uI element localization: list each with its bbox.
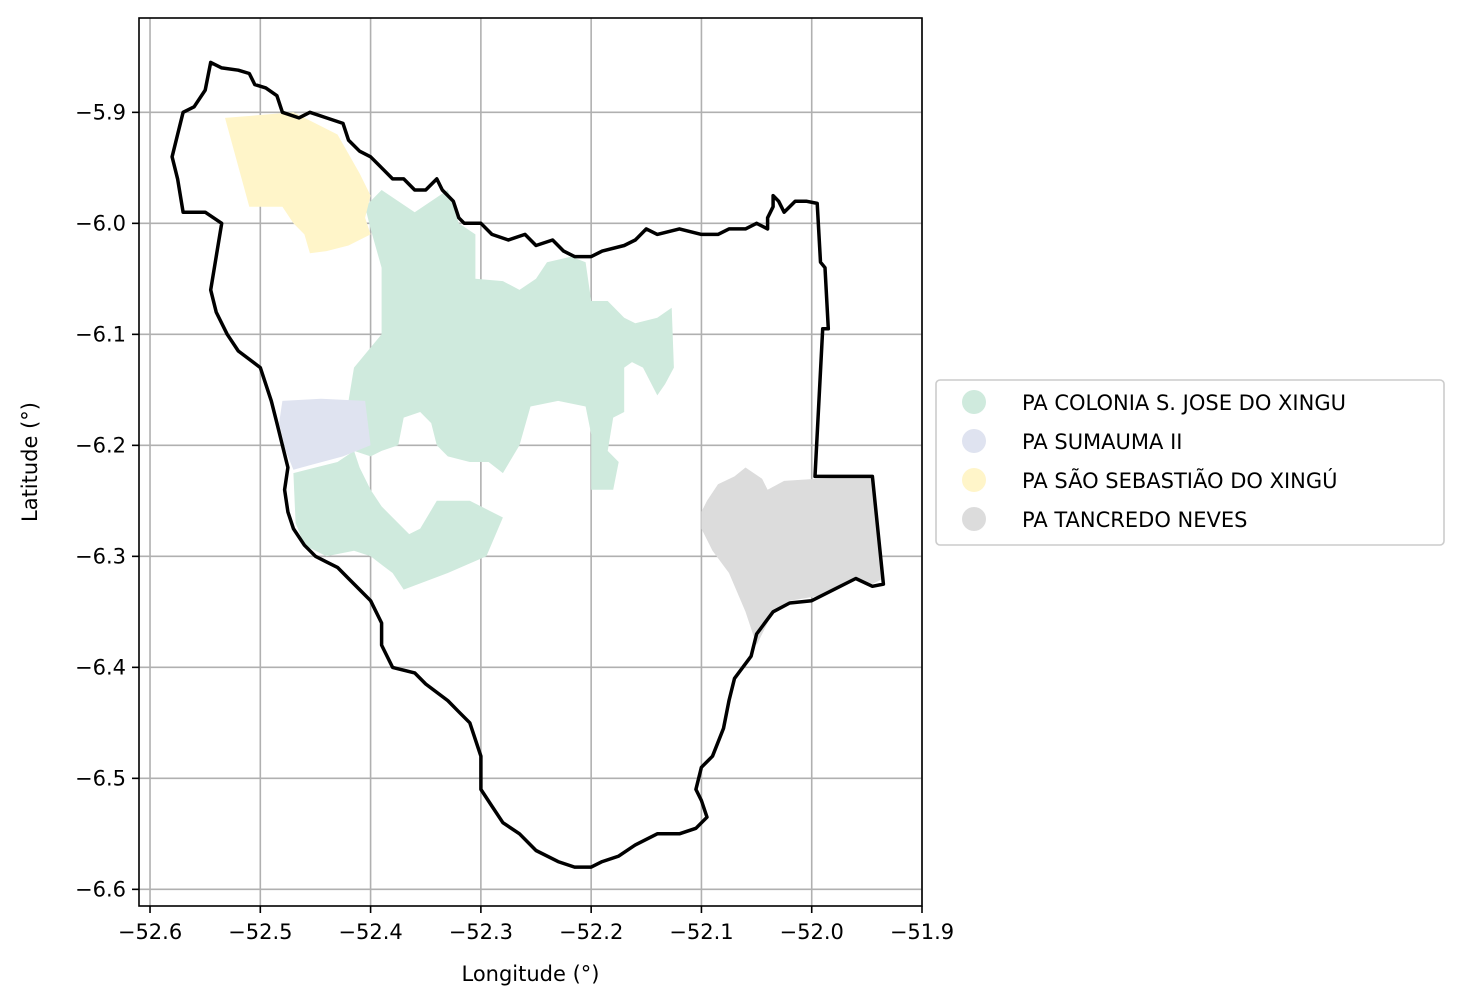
x-tick-label: −52.0 — [780, 920, 844, 944]
y-tick-label: −6.2 — [75, 433, 126, 457]
legend-box — [935, 379, 1445, 546]
x-tick-label: −52.4 — [338, 920, 402, 944]
settlement-area-3 — [225, 112, 371, 254]
settlement-areas — [225, 112, 884, 646]
settlement-area-2 — [279, 398, 371, 470]
municipality-boundary — [170, 60, 886, 869]
x-tick-label: −52.1 — [669, 920, 733, 944]
y-tick-label: −6.3 — [75, 544, 126, 568]
boundary-outline — [170, 60, 886, 869]
settlement-area-4 — [701, 467, 884, 646]
ticks: −52.6 −52.5 −52.4 −52.3 −52.2 −52.1 −52.0 −51.9… — [75, 100, 954, 944]
x-tick-label: −52.6 — [118, 920, 182, 944]
y-tick-label: −6.5 — [75, 766, 126, 790]
legend-marker — [962, 468, 986, 492]
y-tick-label: −6.4 — [75, 655, 126, 679]
x-tick-label: −52.3 — [449, 920, 513, 944]
axes-frame — [138, 17, 923, 907]
x-tick-label: −52.2 — [559, 920, 623, 944]
y-tick-label: −6.6 — [75, 877, 126, 901]
legend-marker — [962, 390, 986, 414]
legend: PA COLONIA S. JOSE DO XINGU PA SUMAUMA II… — [935, 379, 1445, 546]
legend-marker — [962, 507, 986, 531]
y-tick-label: −5.9 — [75, 100, 126, 124]
x-axis-label: Longitude (°) — [461, 962, 599, 986]
legend-marker — [962, 429, 986, 453]
y-tick-label: −6.1 — [75, 322, 126, 346]
x-tick-label: −51.9 — [890, 920, 954, 944]
x-tick-label: −52.5 — [228, 920, 292, 944]
legend-label: PA SUMAUMA II — [1022, 430, 1182, 454]
legend-label: PA COLONIA S. JOSE DO XINGU — [1022, 391, 1346, 415]
y-axis-label: Latitude (°) — [18, 402, 42, 522]
legend-label: PA TANCREDO NEVES — [1022, 508, 1247, 532]
settlement-area-1 — [293, 190, 674, 590]
legend-label: PA SÃO SEBASTIÃO DO XINGÚ — [1022, 467, 1338, 493]
y-tick-label: −6.0 — [75, 211, 126, 235]
